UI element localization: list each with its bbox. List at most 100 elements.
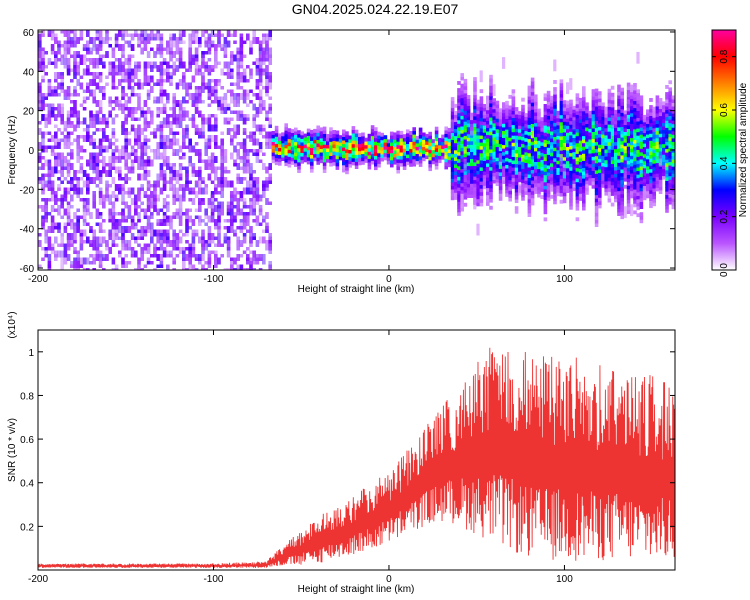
spectrogram-cell <box>626 178 631 183</box>
spectrogram-cell <box>636 177 640 182</box>
spectrogram-cell <box>166 250 170 254</box>
spectrogram-cell <box>374 127 378 132</box>
spectrogram-cell <box>617 180 621 185</box>
spectrogram-cell <box>118 156 122 160</box>
spectrogram-cell <box>511 124 516 129</box>
spectrogram-cell <box>530 194 535 199</box>
spectrogram-cell <box>594 152 599 157</box>
spectrogram-cell <box>178 37 183 44</box>
spectrogram-cell <box>265 145 269 149</box>
spectrogram-cell <box>598 158 602 163</box>
spectrogram-cell <box>534 182 538 187</box>
spectrogram-cell <box>194 142 199 146</box>
x-tick-label: 0 <box>386 274 392 285</box>
spectrogram-cell <box>495 132 500 137</box>
spectrogram-cell <box>620 165 624 170</box>
spectrogram-cell <box>380 157 384 162</box>
spectrogram-cell <box>143 37 148 41</box>
spectrogram-cell <box>652 127 656 132</box>
spectrogram-cell <box>588 114 592 119</box>
spectrogram-cell <box>223 149 228 156</box>
spectrogram-cell <box>502 169 506 174</box>
spectrogram-cell <box>73 33 77 41</box>
spectrogram-cell <box>479 128 484 132</box>
spectrogram-cell <box>646 120 650 124</box>
spectrogram-cell <box>60 30 64 34</box>
spectrogram-cell <box>562 153 567 158</box>
spectrogram-cell <box>530 123 535 128</box>
spectrogram-cell <box>537 136 541 141</box>
spectrogram-cell <box>111 201 116 209</box>
spectrogram-cell <box>86 89 90 93</box>
spectrogram-cell <box>473 94 477 99</box>
spectrogram-cell <box>127 75 132 79</box>
spectrogram-cell <box>450 175 455 179</box>
spectrogram-cell <box>585 102 589 107</box>
spectrogram-cell <box>162 149 167 156</box>
spectrogram-cell <box>185 145 189 149</box>
spectrogram-cell <box>642 175 647 179</box>
spectrogram-cell <box>633 146 637 151</box>
spectrogram-cell <box>505 115 509 119</box>
spectrogram-cell <box>204 121 208 125</box>
spectrogram-cell <box>162 184 167 191</box>
spectrogram-cell <box>262 163 266 170</box>
spectrogram-cell <box>562 139 567 143</box>
spectrogram-cell <box>655 113 660 117</box>
spectrogram-cell <box>178 33 183 41</box>
spectrogram-cell <box>626 128 631 133</box>
spectrogram-cell <box>185 184 189 191</box>
spectrogram-cell <box>169 163 173 167</box>
spectrogram-cell <box>492 144 496 149</box>
spectrogram-cell <box>527 149 532 154</box>
spectrogram-cell <box>351 154 356 159</box>
spectrogram-cell <box>562 188 567 193</box>
spectrogram-cell <box>470 158 474 163</box>
spectrogram-cell <box>226 243 231 251</box>
spectrogram-cell <box>210 135 215 142</box>
spectrogram-cell <box>114 65 119 69</box>
spectrogram-cell <box>105 180 109 184</box>
spectrogram-cell <box>575 139 580 144</box>
spectrogram-cell <box>444 165 448 170</box>
spectrogram-cell <box>118 79 122 86</box>
spectrogram-cell <box>559 121 564 126</box>
spectrogram-cell <box>556 132 560 136</box>
spectrogram-cell <box>143 100 148 107</box>
spectrogram-cell <box>220 47 224 51</box>
spectrogram-cell <box>342 147 346 152</box>
spectrogram-cell <box>598 169 602 173</box>
spectrogram-cell <box>575 181 580 186</box>
spectrogram-cell <box>537 154 541 159</box>
spectrogram-cell <box>246 152 250 156</box>
spectrogram-cell <box>566 157 570 162</box>
spectrogram-cell <box>50 226 55 233</box>
spectrogram-cell <box>121 124 125 128</box>
spectrogram-cell <box>332 158 336 163</box>
spectrogram-cell <box>646 173 650 178</box>
spectrogram-cell <box>377 153 381 157</box>
spectrogram-cell <box>86 159 90 167</box>
spectrogram-cell <box>566 82 570 95</box>
spectrogram-cell <box>47 254 52 261</box>
spectrogram-cell <box>607 124 612 129</box>
spectrogram-cell <box>207 93 212 97</box>
spectrogram-cell <box>543 153 548 158</box>
spectrogram-cell <box>495 157 500 162</box>
spectrogram-cell <box>268 142 272 149</box>
spectrogram-cell <box>466 176 471 181</box>
spectrogram-cell <box>521 168 525 173</box>
spectrogram-cell <box>249 68 253 76</box>
spectrogram-cell <box>82 229 87 237</box>
y-tick-label: 40 <box>23 67 35 78</box>
spectrogram-cell <box>354 136 359 141</box>
spectrogram-cell <box>543 164 548 169</box>
spectrogram-cell <box>143 124 148 128</box>
spectrogram-cell <box>633 189 637 194</box>
spectrogram-cell <box>121 107 125 114</box>
spectrogram-cell <box>239 93 244 100</box>
spectrogram-cell <box>463 153 468 158</box>
spectrogram-cell <box>95 82 100 90</box>
spectrogram-cell <box>262 68 266 72</box>
spectrogram-cell <box>252 30 256 37</box>
